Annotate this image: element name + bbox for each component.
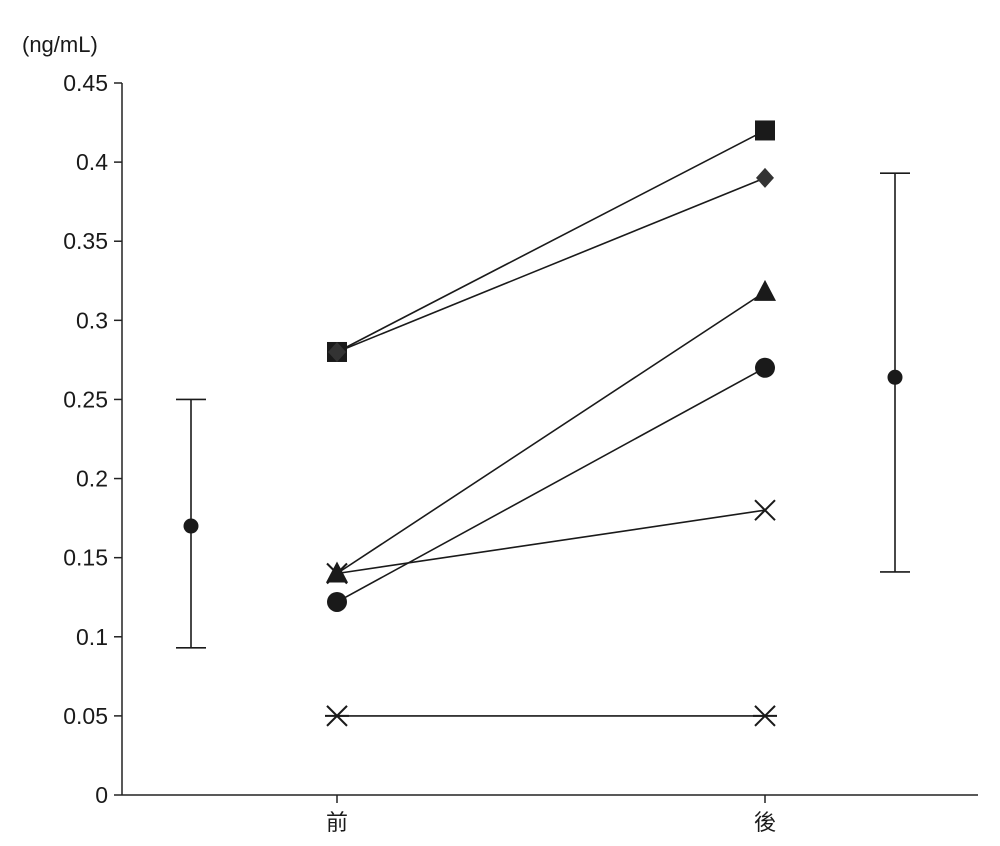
y-tick-label: 0.45 <box>63 70 108 96</box>
y-tick-label: 0 <box>95 782 108 808</box>
series-line <box>336 177 766 353</box>
y-tick-label: 0.1 <box>76 624 108 650</box>
triangle-marker <box>326 561 348 583</box>
series-line <box>336 291 766 575</box>
series-diamond <box>336 177 766 353</box>
x-marker-stroke <box>754 499 776 521</box>
triangle-marker <box>754 279 776 301</box>
x-marker <box>326 562 348 585</box>
y-unit-label: (ng/mL) <box>22 32 98 57</box>
x-marker <box>754 499 776 521</box>
series-markers-diamond <box>328 167 774 362</box>
series-line <box>336 509 766 575</box>
asterisk-marker <box>753 705 777 727</box>
y-tick-label: 0.3 <box>76 307 108 333</box>
series-markers-x <box>326 499 776 585</box>
series-triangle <box>336 291 766 575</box>
x-marker-stroke <box>326 562 348 585</box>
y-axis: 0 0.05 0.1 0.15 0.2 0.25 0.3 0.35 0.4 0.45 <box>63 70 123 808</box>
diamond-marker <box>328 341 346 362</box>
asterisk-marker <box>325 705 349 727</box>
circle-marker <box>327 591 347 612</box>
y-tick-label: 0.2 <box>76 466 108 492</box>
mean-point <box>183 518 199 534</box>
error-bar <box>176 398 206 649</box>
error-bar <box>880 172 910 573</box>
series-layer <box>325 120 777 727</box>
diamond-marker <box>756 167 774 188</box>
series-square <box>336 129 766 353</box>
x-axis: 前後 <box>122 794 978 836</box>
series-markers-asterisk <box>325 705 777 727</box>
x-tick-label: 前 <box>326 811 348 836</box>
y-tick-label: 0.25 <box>63 386 108 412</box>
x-tick-label: 後 <box>754 811 776 836</box>
y-tick-label: 0.15 <box>63 545 108 571</box>
square-marker <box>755 120 775 141</box>
y-tick-label: 0.35 <box>63 228 108 254</box>
summary-error-bars <box>176 172 910 649</box>
series-line <box>336 129 766 353</box>
series-circle <box>336 367 766 603</box>
y-tick-label: 0.05 <box>63 703 108 729</box>
series-markers-circle <box>327 357 775 612</box>
series-x <box>336 509 766 575</box>
mean-point <box>887 369 903 385</box>
series-markers-triangle <box>326 279 776 583</box>
circle-marker <box>755 357 775 378</box>
y-tick-label: 0.4 <box>76 149 108 175</box>
series-line <box>336 367 766 603</box>
